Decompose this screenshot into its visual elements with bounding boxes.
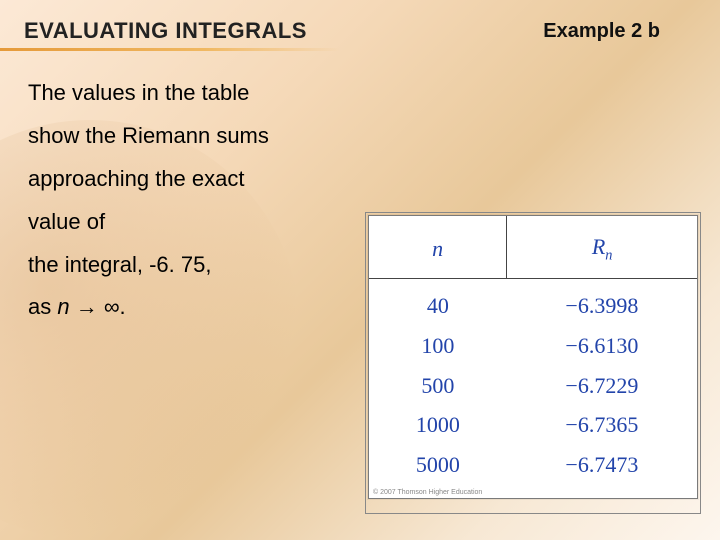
body-line-6-pre: as bbox=[28, 294, 57, 319]
col-header-Rn-sub: n bbox=[605, 247, 612, 263]
table-copyright: © 2007 Thomson Higher Education bbox=[373, 489, 482, 496]
body-line-4: value of bbox=[28, 201, 358, 244]
cell-Rn: −6.7229 bbox=[507, 365, 697, 405]
table-row: 500 −6.7229 bbox=[369, 365, 697, 405]
cell-Rn: −6.3998 bbox=[507, 279, 697, 325]
body-line-6: as n → ∞. bbox=[28, 286, 358, 329]
body-line-2: show the Riemann sums bbox=[28, 115, 358, 158]
riemann-table-wrap: n Rn 40 −6.3998 100 −6.6130 500 −6.7229 … bbox=[368, 215, 698, 499]
title-underline bbox=[0, 48, 340, 51]
body-line-5: the integral, -6. 75, bbox=[28, 244, 358, 287]
col-header-Rn: Rn bbox=[507, 216, 697, 279]
cell-n: 100 bbox=[369, 325, 507, 365]
body-line-5-pre: the integral, bbox=[28, 252, 149, 277]
table-header-row: n Rn bbox=[369, 216, 697, 279]
col-header-n: n bbox=[369, 216, 507, 279]
page-title: EVALUATING INTEGRALS bbox=[24, 18, 307, 44]
col-header-Rn-R: R bbox=[592, 234, 605, 259]
body-line-1: The values in the table bbox=[28, 72, 358, 115]
cell-Rn: −6.7365 bbox=[507, 404, 697, 444]
riemann-table: n Rn 40 −6.3998 100 −6.6130 500 −6.7229 … bbox=[369, 216, 697, 498]
body-line-6-n: n bbox=[57, 294, 69, 319]
cell-n: 40 bbox=[369, 279, 507, 325]
table-row: 1000 −6.7365 bbox=[369, 404, 697, 444]
cell-n: 1000 bbox=[369, 404, 507, 444]
cell-n: 500 bbox=[369, 365, 507, 405]
table-row: 100 −6.6130 bbox=[369, 325, 697, 365]
cell-Rn: −6.7473 bbox=[507, 444, 697, 498]
body-line-6-post: → ∞. bbox=[70, 294, 126, 319]
table-body: 40 −6.3998 100 −6.6130 500 −6.7229 1000 … bbox=[369, 279, 697, 498]
example-label: Example 2 b bbox=[543, 20, 660, 43]
cell-Rn: −6.6130 bbox=[507, 325, 697, 365]
table-row: 40 −6.3998 bbox=[369, 279, 697, 325]
body-line-3: approaching the exact bbox=[28, 158, 358, 201]
body-line-5-val: -6. 75, bbox=[149, 252, 211, 277]
body-text: The values in the table show the Riemann… bbox=[28, 72, 358, 329]
